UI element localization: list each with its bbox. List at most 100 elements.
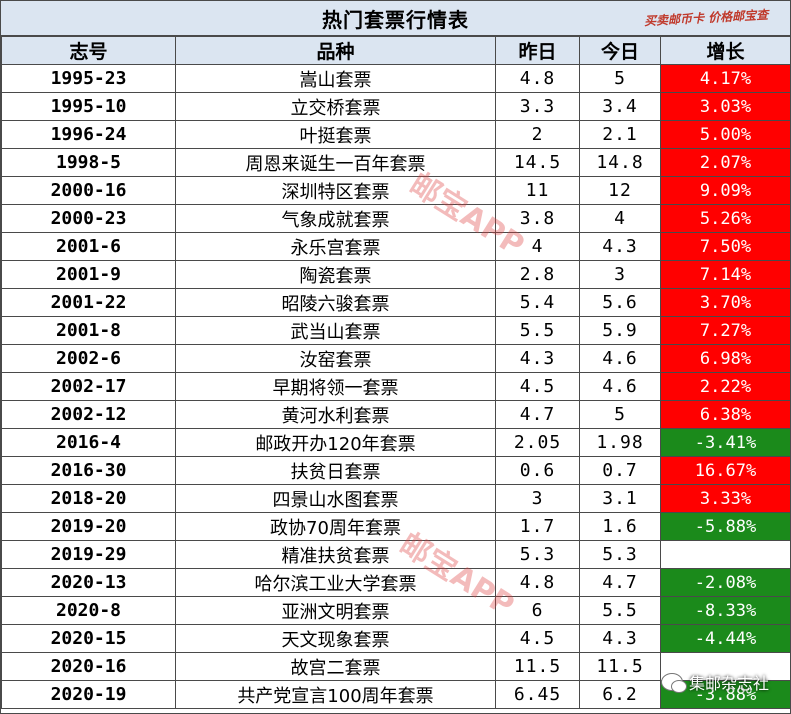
today-price-cell: 14.8: [579, 148, 661, 177]
header-row: 志号 品种 昨日 今日 增长: [1, 36, 791, 65]
table-row: 2020-13 哈尔滨工业大学套票 4.8 4.7 -2.08%: [1, 568, 791, 597]
change-cell: 6.98%: [660, 344, 791, 373]
code-cell: 2020-15: [1, 624, 176, 653]
today-price-cell: 0.7: [579, 456, 661, 485]
prev-price-cell: 5.5: [495, 316, 580, 345]
change-cell: 7.50%: [660, 232, 791, 261]
code-cell: 2001-6: [1, 232, 176, 261]
price-table: 志号 品种 昨日 今日 增长 1995-23 嵩山套票 4.8 5 4.17% 1995-…: [1, 36, 791, 709]
name-cell: 昭陵六骏套票: [175, 288, 496, 317]
prev-price-cell: 11.5: [495, 652, 580, 681]
code-cell: 2002-17: [1, 372, 176, 401]
table-row: 2018-20 四景山水图套票 3 3.1 3.33%: [1, 484, 791, 513]
change-cell: 2.07%: [660, 148, 791, 177]
table-body: 1995-23 嵩山套票 4.8 5 4.17% 1995-10 立交桥套票 3.3 3.4 3.…: [1, 64, 791, 709]
code-cell: 2020-16: [1, 652, 176, 681]
name-cell: 故宫二套票: [175, 652, 496, 681]
change-cell: [660, 540, 791, 569]
change-cell: 5.00%: [660, 120, 791, 149]
table-row: 2002-17 早期将领一套票 4.5 4.6 2.22%: [1, 372, 791, 401]
promo-stamp: 买卖邮币卡 价格邮宝查: [643, 7, 769, 29]
today-price-cell: 5.9: [579, 316, 661, 345]
today-price-cell: 5.6: [579, 288, 661, 317]
code-cell: 1995-10: [1, 92, 176, 121]
change-cell: 3.33%: [660, 484, 791, 513]
prev-price-cell: 4.8: [495, 568, 580, 597]
table-row: 2020-15 天文现象套票 4.5 4.3 -4.44%: [1, 624, 791, 653]
prev-price-cell: 11: [495, 176, 580, 205]
header-change: 增长: [660, 36, 791, 65]
title-row: 热门套票行情表 买卖邮币卡 价格邮宝查: [1, 1, 790, 36]
table-row: 2020-16 故宫二套票 11.5 11.5: [1, 652, 791, 681]
name-cell: 嵩山套票: [175, 64, 496, 93]
change-cell: -4.44%: [660, 624, 791, 653]
header-today: 今日: [579, 36, 661, 65]
today-price-cell: 12: [579, 176, 661, 205]
today-price-cell: 4.3: [579, 232, 661, 261]
change-cell: -5.88%: [660, 512, 791, 541]
code-cell: 2001-22: [1, 288, 176, 317]
table-row: 2019-20 政协70周年套票 1.7 1.6 -5.88%: [1, 512, 791, 541]
prev-price-cell: 3.3: [495, 92, 580, 121]
code-cell: 2020-13: [1, 568, 176, 597]
code-cell: 1998-5: [1, 148, 176, 177]
today-price-cell: 3: [579, 260, 661, 289]
name-cell: 气象成就套票: [175, 204, 496, 233]
code-cell: 2001-9: [1, 260, 176, 289]
prev-price-cell: 2: [495, 120, 580, 149]
change-cell: 5.26%: [660, 204, 791, 233]
name-cell: 四景山水图套票: [175, 484, 496, 513]
today-price-cell: 1.98: [579, 428, 661, 457]
table-row: 2001-22 昭陵六骏套票 5.4 5.6 3.70%: [1, 288, 791, 317]
name-cell: 早期将领一套票: [175, 372, 496, 401]
table-row: 2016-30 扶贫日套票 0.6 0.7 16.67%: [1, 456, 791, 485]
today-price-cell: 3.4: [579, 92, 661, 121]
change-cell: 2.22%: [660, 372, 791, 401]
today-price-cell: 5: [579, 64, 661, 93]
prev-price-cell: 4.3: [495, 344, 580, 373]
code-cell: 2000-16: [1, 176, 176, 205]
today-price-cell: 4.3: [579, 624, 661, 653]
code-cell: 2001-8: [1, 316, 176, 345]
source-badge: 集邮杂志社: [660, 670, 769, 694]
code-cell: 2020-8: [1, 596, 176, 625]
prev-price-cell: 4.7: [495, 400, 580, 429]
change-cell: 3.03%: [660, 92, 791, 121]
name-cell: 精准扶贫套票: [175, 540, 496, 569]
header-prev: 昨日: [495, 36, 580, 65]
today-price-cell: 4.7: [579, 568, 661, 597]
today-price-cell: 5: [579, 400, 661, 429]
prev-price-cell: 14.5: [495, 148, 580, 177]
name-cell: 政协70周年套票: [175, 512, 496, 541]
change-cell: 7.14%: [660, 260, 791, 289]
code-cell: 2002-6: [1, 344, 176, 373]
today-price-cell: 11.5: [579, 652, 661, 681]
table-row: 1998-5 周恩来诞生一百年套票 14.5 14.8 2.07%: [1, 148, 791, 177]
change-cell: 9.09%: [660, 176, 791, 205]
table-row: 2020-8 亚洲文明套票 6 5.5 -8.33%: [1, 596, 791, 625]
table-row: 1995-23 嵩山套票 4.8 5 4.17%: [1, 64, 791, 93]
header-name: 品种: [175, 36, 496, 65]
change-cell: -3.41%: [660, 428, 791, 457]
today-price-cell: 6.2: [579, 680, 661, 709]
prev-price-cell: 4: [495, 232, 580, 261]
prev-price-cell: 6.45: [495, 680, 580, 709]
prev-price-cell: 6: [495, 596, 580, 625]
code-cell: 1996-24: [1, 120, 176, 149]
prev-price-cell: 1.7: [495, 512, 580, 541]
name-cell: 共产党宣言100周年套票: [175, 680, 496, 709]
change-cell: 3.70%: [660, 288, 791, 317]
prev-price-cell: 4.8: [495, 64, 580, 93]
prev-price-cell: 0.6: [495, 456, 580, 485]
name-cell: 永乐宫套票: [175, 232, 496, 261]
change-cell: 16.67%: [660, 456, 791, 485]
today-price-cell: 4.6: [579, 372, 661, 401]
change-cell: 6.38%: [660, 400, 791, 429]
today-price-cell: 2.1: [579, 120, 661, 149]
change-cell: -2.08%: [660, 568, 791, 597]
prev-price-cell: 4.5: [495, 624, 580, 653]
name-cell: 哈尔滨工业大学套票: [175, 568, 496, 597]
today-price-cell: 5.3: [579, 540, 661, 569]
change-cell: -8.33%: [660, 596, 791, 625]
